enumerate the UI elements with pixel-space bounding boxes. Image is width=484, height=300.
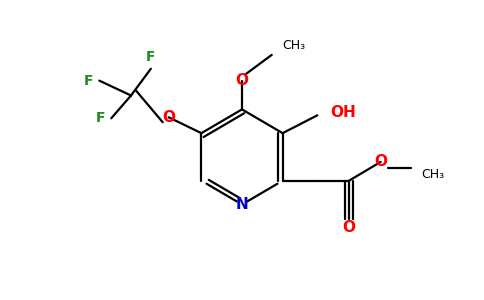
Text: OH: OH [330,105,356,120]
Text: O: O [374,154,387,169]
Text: F: F [96,111,106,125]
Text: O: O [343,220,356,235]
Text: F: F [146,50,155,64]
Text: N: N [236,197,248,212]
Text: O: O [236,73,248,88]
Text: CH₃: CH₃ [283,40,306,52]
Text: O: O [162,110,175,125]
Text: F: F [84,74,93,88]
Text: CH₃: CH₃ [422,168,444,181]
